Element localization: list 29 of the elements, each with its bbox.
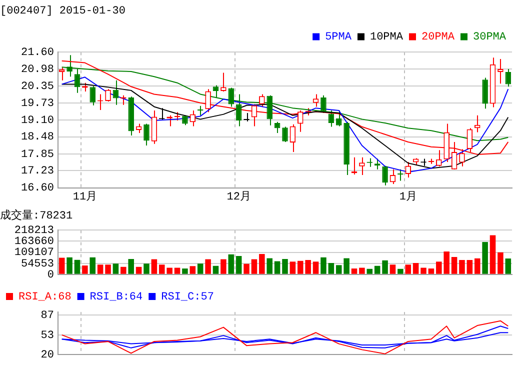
x-tick-label: 11月 (72, 190, 98, 204)
chart-title: 成交量:78231 (0, 208, 74, 223)
x-tick-label: 1月 (399, 190, 417, 204)
y-tick-label: 18.48 (20, 132, 54, 144)
y-tick-label: 21.60 (20, 47, 54, 60)
legend-label: 5PMA (325, 32, 352, 44)
y-tick-label: 20.98 (20, 64, 54, 76)
legend-label: RSI_B:64 (90, 291, 144, 304)
y-tick-label: 17.85 (20, 148, 54, 161)
legend-label: 30PMA (472, 32, 506, 44)
y-tick-label: 54553 (20, 258, 54, 270)
y-tick-label: 17.23 (20, 166, 54, 178)
y-tick-label: 16.60 (20, 182, 54, 195)
x-tick-label: 12月 (226, 190, 251, 204)
y-tick-label: 87 (40, 310, 54, 322)
legend-label: RSI_C:57 (161, 291, 214, 304)
y-tick-label: 53 (40, 330, 54, 342)
chart-title: [002407] 2015-01-30 (0, 6, 126, 18)
legend-label: 20PMA (421, 32, 455, 44)
y-tick-label: 19.73 (20, 98, 54, 110)
y-tick-label: 0 (47, 269, 54, 282)
legend-label: 10PMA (370, 32, 404, 44)
legend-label: RSI_A:68 (18, 291, 72, 304)
y-tick-label: 109107 (14, 247, 54, 260)
y-tick-label: 20.35 (20, 81, 54, 94)
y-tick-label: 20 (40, 349, 54, 362)
y-tick-label: 19.10 (20, 114, 54, 127)
y-tick-label: 163660 (14, 236, 54, 248)
y-tick-label: 218213 (14, 225, 54, 238)
